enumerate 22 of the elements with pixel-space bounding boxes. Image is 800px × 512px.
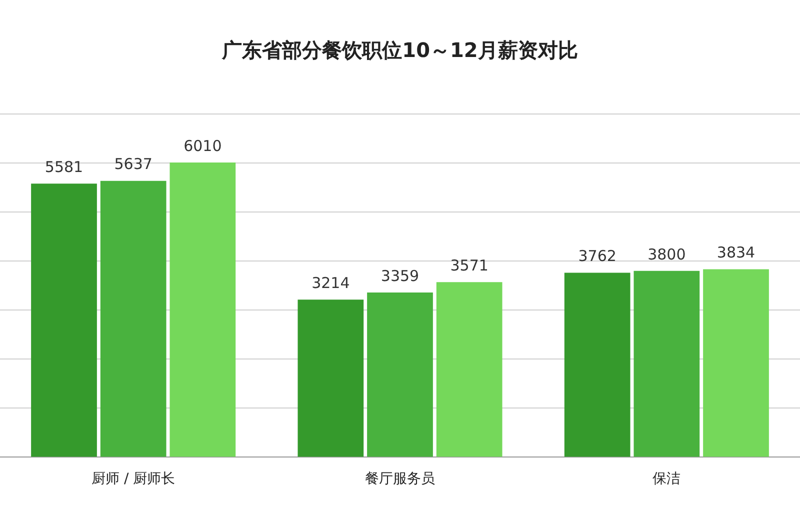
data-label: 3800 — [648, 245, 686, 264]
x-tick-label: 保洁 — [652, 471, 681, 488]
bar — [634, 270, 700, 457]
bar — [100, 180, 166, 457]
bar — [367, 292, 433, 457]
x-tick-label: 厨师 / 厨师长 — [92, 471, 176, 488]
data-label: 6010 — [184, 136, 222, 155]
bar — [436, 282, 502, 457]
data-label: 3214 — [312, 274, 350, 292]
bar — [31, 184, 97, 457]
data-label: 3359 — [380, 266, 420, 285]
bar — [170, 162, 236, 457]
bar — [298, 300, 364, 457]
data-label: 5637 — [114, 155, 152, 174]
x-tick-label: 餐厅服务员 — [365, 471, 435, 488]
data-label: 3571 — [450, 256, 488, 275]
chart-title: 广东省部分餐饮职位10～12月薪资对比 — [221, 38, 578, 62]
data-label: 3762 — [578, 247, 616, 266]
data-label: 5581 — [44, 158, 84, 176]
bar — [564, 272, 630, 457]
bar — [703, 269, 769, 457]
data-label: 3834 — [716, 244, 756, 262]
